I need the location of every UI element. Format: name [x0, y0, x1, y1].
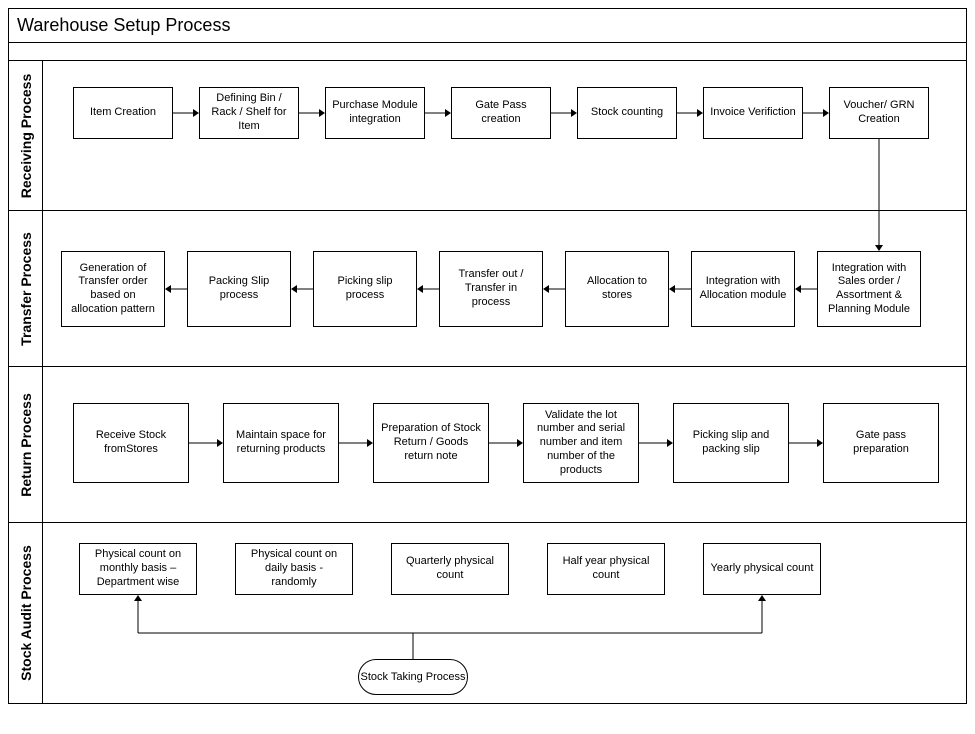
- flow-row: Physical count on monthly basis – Depart…: [79, 543, 956, 595]
- arrow-left-icon: [543, 251, 565, 327]
- connector-down-icon: [43, 61, 968, 221]
- arrow-right-icon: [677, 87, 703, 139]
- warehouse-process-diagram: Warehouse Setup Process Receiving Proces…: [8, 8, 967, 704]
- arrow-right-icon: [789, 403, 823, 483]
- process-node: Gate pass preparation: [823, 403, 939, 483]
- arrow-left-icon: [165, 251, 187, 327]
- arrow-left-icon: [291, 251, 313, 327]
- arrow-left-icon: [669, 251, 691, 327]
- process-node: Integration with Sales order / Assortmen…: [817, 251, 921, 327]
- process-node: Picking slip process: [313, 251, 417, 327]
- process-node: Gate Pass creation: [451, 87, 551, 139]
- gap: [353, 543, 391, 595]
- lane-transfer: Transfer Process Generation of Transfer …: [9, 211, 966, 367]
- process-node: Generation of Transfer order based on al…: [61, 251, 165, 327]
- lane-label-text: Stock Audit Process: [18, 545, 34, 681]
- lane-body: Generation of Transfer order based on al…: [43, 211, 966, 366]
- lane-body: Physical count on monthly basis – Depart…: [43, 523, 966, 703]
- lane-label: Stock Audit Process: [9, 523, 43, 703]
- arrow-right-icon: [189, 403, 223, 483]
- arrow-left-icon: [417, 251, 439, 327]
- lane-label: Transfer Process: [9, 211, 43, 366]
- process-node: Invoice Verifiction: [703, 87, 803, 139]
- arrow-right-icon: [173, 87, 199, 139]
- lane-label-text: Transfer Process: [18, 232, 34, 346]
- process-node: Yearly physical count: [703, 543, 821, 595]
- source-node-wrap: Stock Taking Process: [358, 659, 468, 695]
- lane-body: Item Creation Defining Bin / Rack / Shel…: [43, 61, 966, 210]
- process-node: Integration with Allocation module: [691, 251, 795, 327]
- lane-receiving: Receiving Process Item Creation Defining…: [9, 61, 966, 211]
- process-node: Physical count on monthly basis – Depart…: [79, 543, 197, 595]
- gap: [509, 543, 547, 595]
- arrow-right-icon: [551, 87, 577, 139]
- gap: [197, 543, 235, 595]
- process-node: Quarterly physical count: [391, 543, 509, 595]
- process-node: Receive Stock fromStores: [73, 403, 189, 483]
- process-node: Allocation to stores: [565, 251, 669, 327]
- spacer-row: [9, 43, 966, 61]
- flow-row: Item Creation Defining Bin / Rack / Shel…: [73, 87, 956, 139]
- process-node: Preparation of Stock Return / Goods retu…: [373, 403, 489, 483]
- arrow-right-icon: [639, 403, 673, 483]
- process-node: Transfer out / Transfer in process: [439, 251, 543, 327]
- arrow-right-icon: [803, 87, 829, 139]
- process-node: Picking slip and packing slip: [673, 403, 789, 483]
- lane-return: Return Process Receive Stock fromStores …: [9, 367, 966, 523]
- source-node: Stock Taking Process: [358, 659, 468, 695]
- lane-label-text: Receiving Process: [18, 73, 34, 198]
- process-node: Packing Slip process: [187, 251, 291, 327]
- arrow-right-icon: [425, 87, 451, 139]
- diagram-title: Warehouse Setup Process: [9, 9, 966, 43]
- process-node: Defining Bin / Rack / Shelf for Item: [199, 87, 299, 139]
- lane-label-text: Return Process: [18, 393, 34, 496]
- lane-audit: Stock Audit Process Physical count on mo…: [9, 523, 966, 703]
- gap: [665, 543, 703, 595]
- process-node: Purchase Module integration: [325, 87, 425, 139]
- process-node: Voucher/ GRN Creation: [829, 87, 929, 139]
- process-node: Validate the lot number and serial numbe…: [523, 403, 639, 483]
- arrow-left-icon: [795, 251, 817, 327]
- process-node: Maintain space for returning products: [223, 403, 339, 483]
- process-node: Half year physical count: [547, 543, 665, 595]
- process-node: Stock counting: [577, 87, 677, 139]
- lane-body: Receive Stock fromStores Maintain space …: [43, 367, 966, 522]
- arrow-right-icon: [489, 403, 523, 483]
- flow-row: Generation of Transfer order based on al…: [61, 251, 956, 327]
- flow-row: Receive Stock fromStores Maintain space …: [73, 403, 956, 483]
- process-node: Physical count on daily basis - randomly: [235, 543, 353, 595]
- arrow-right-icon: [339, 403, 373, 483]
- process-node: Item Creation: [73, 87, 173, 139]
- lane-label: Receiving Process: [9, 61, 43, 210]
- arrow-right-icon: [299, 87, 325, 139]
- lane-label: Return Process: [9, 367, 43, 522]
